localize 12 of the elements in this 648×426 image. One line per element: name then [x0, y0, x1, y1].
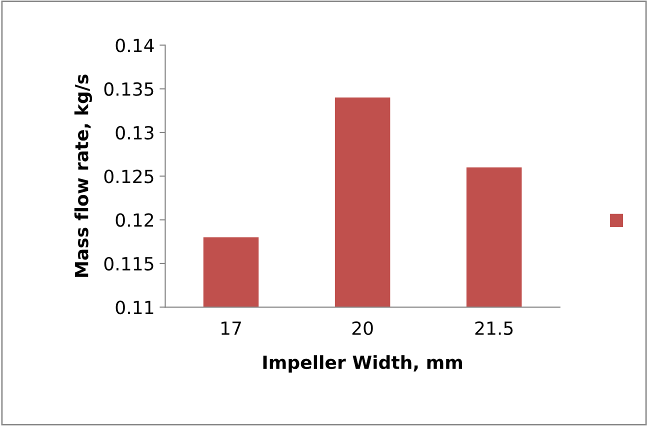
- y-tick-label: 0.13: [116, 126, 154, 140]
- x-tick-label: 17: [222, 322, 241, 335]
- x-tick-label: 21.5: [475, 321, 513, 336]
- y-tick-label: 0.125: [104, 170, 154, 184]
- y-axis-title: Mass flow rate, kg/s: [74, 74, 92, 277]
- y-tick-label: 0.135: [104, 82, 154, 96]
- x-axis-title: Impeller Width, mm: [263, 355, 462, 373]
- y-tick-label: 0.14: [116, 38, 154, 52]
- y-tick-label: 0.11: [116, 300, 154, 314]
- x-tick-label: 20: [352, 321, 373, 336]
- y-tick-label: 0.12: [116, 213, 154, 227]
- y-tick-label: 0.115: [104, 256, 154, 271]
